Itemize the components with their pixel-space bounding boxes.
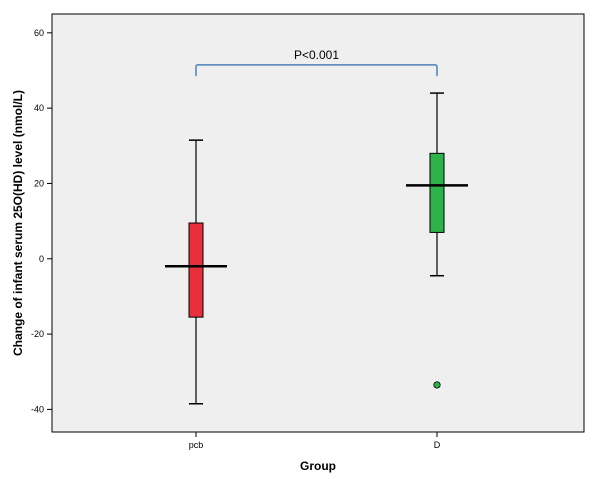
x-axis-title: Group: [300, 459, 336, 473]
plot-area: [51, 13, 585, 433]
y-tick-label: 40: [34, 103, 44, 113]
x-tick-label: D: [434, 440, 441, 450]
x-axis: pcb D: [189, 432, 441, 450]
y-tick-label: 20: [34, 178, 44, 188]
y-tick-label: 60: [34, 28, 44, 38]
box-D: [406, 92, 468, 389]
y-tick-label: 0: [39, 254, 44, 264]
y-axis-title: Change of infant serum 25O(HD) level (nm…: [11, 90, 25, 356]
y-tick-label: -40: [31, 404, 44, 414]
y-tick-label: -20: [31, 329, 44, 339]
boxes-layer: [165, 92, 468, 405]
y-axis: -40 -20 0 20 40 60: [31, 28, 52, 414]
outlier-point: [433, 381, 441, 389]
significance-bracket: [195, 64, 438, 77]
p-value-label: P<0.001: [294, 48, 339, 62]
significance-annotation: P<0.001: [195, 48, 438, 77]
box-pcb: [165, 139, 227, 405]
iqr-box: [188, 222, 204, 318]
iqr-box: [429, 152, 445, 233]
x-tick-label: pcb: [189, 440, 204, 450]
